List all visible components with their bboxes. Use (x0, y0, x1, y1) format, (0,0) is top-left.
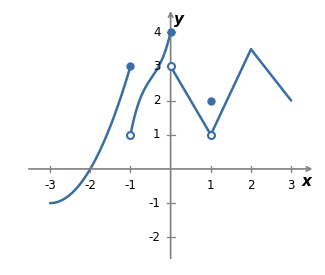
Text: -3: -3 (44, 178, 56, 191)
Text: y: y (175, 12, 185, 27)
Text: -1: -1 (124, 178, 136, 191)
Text: 4: 4 (153, 26, 161, 39)
Text: 1: 1 (153, 128, 161, 141)
Text: 2: 2 (153, 94, 161, 107)
Text: -1: -1 (149, 197, 161, 210)
Text: 2: 2 (247, 178, 255, 191)
Text: 1: 1 (207, 178, 214, 191)
Text: 3: 3 (287, 178, 295, 191)
Text: -2: -2 (149, 231, 161, 244)
Text: 3: 3 (153, 60, 161, 73)
Text: x: x (301, 174, 311, 189)
Text: -2: -2 (84, 178, 96, 191)
